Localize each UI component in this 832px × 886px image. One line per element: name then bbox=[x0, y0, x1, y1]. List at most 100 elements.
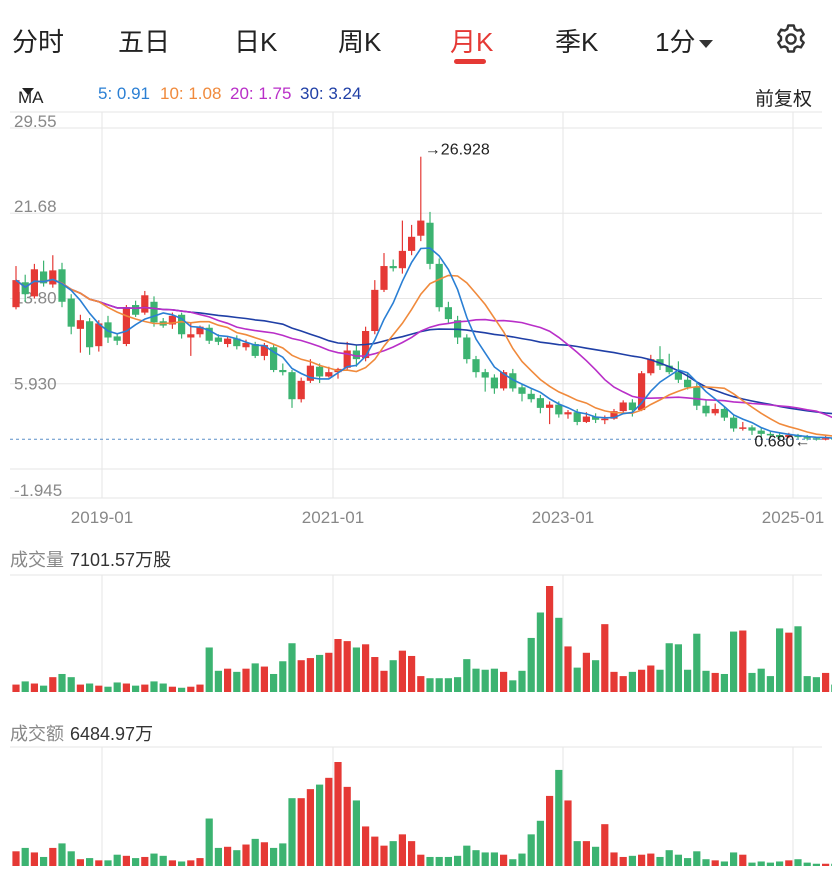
turnover-bar bbox=[49, 847, 57, 866]
ma30-value: 30: 3.24 bbox=[300, 84, 362, 103]
turnover-bar bbox=[665, 850, 673, 866]
turnover-bar bbox=[362, 826, 370, 866]
turnover-bar bbox=[472, 850, 480, 866]
volume-bar bbox=[711, 672, 719, 692]
volume-bar bbox=[260, 666, 268, 692]
volume-bar bbox=[748, 672, 756, 692]
candle-body bbox=[306, 365, 314, 381]
volume-bar bbox=[242, 668, 250, 692]
candle-body bbox=[316, 366, 324, 377]
candle-body bbox=[822, 438, 830, 440]
candle-body bbox=[113, 336, 121, 341]
volume-bar bbox=[739, 630, 747, 692]
turnover-bar bbox=[656, 856, 664, 866]
turnover-bar bbox=[546, 795, 554, 866]
candle-body bbox=[122, 307, 130, 345]
volume-bar bbox=[86, 683, 94, 692]
volume-bar bbox=[757, 668, 765, 692]
tab-minute-dropdown[interactable]: 1分 bbox=[655, 22, 714, 59]
candle-body bbox=[785, 434, 793, 438]
turnover-bar bbox=[693, 851, 701, 866]
candle-body bbox=[619, 402, 627, 412]
turnover-bar bbox=[122, 855, 130, 866]
turnover-bar bbox=[159, 855, 167, 866]
volume-bar bbox=[371, 657, 379, 692]
volume-bar bbox=[270, 673, 278, 692]
volume-bar bbox=[573, 667, 581, 692]
volume-bar bbox=[187, 686, 195, 692]
volume-bar bbox=[205, 647, 213, 692]
ma20-line bbox=[15, 278, 832, 419]
ma10-value: 10: 1.08 bbox=[160, 84, 222, 103]
turnover-bar bbox=[40, 856, 48, 866]
gear-icon[interactable] bbox=[774, 22, 808, 56]
turnover-bar bbox=[58, 843, 66, 866]
turnover-bar bbox=[812, 863, 820, 866]
volume-bar bbox=[380, 670, 388, 692]
turnover-bar bbox=[371, 836, 379, 866]
candle-body bbox=[288, 372, 296, 400]
turnover-bar bbox=[757, 861, 765, 866]
volume-bar bbox=[555, 617, 563, 692]
volume-bar bbox=[794, 626, 802, 692]
volume-bar bbox=[224, 668, 232, 692]
candle-body bbox=[472, 359, 480, 373]
tab-daily-k[interactable]: 日K bbox=[234, 27, 278, 57]
candle-body bbox=[398, 250, 406, 269]
volume-bar bbox=[251, 663, 259, 692]
candle-body bbox=[582, 416, 590, 422]
tab-intraday[interactable]: 分时 bbox=[12, 27, 65, 57]
candle-body bbox=[748, 427, 756, 431]
turnover-bar bbox=[260, 842, 268, 866]
tab-monthly-k[interactable]: 月K bbox=[450, 27, 494, 57]
turnover-bar bbox=[12, 851, 20, 866]
candle-body bbox=[518, 387, 526, 394]
turnover-bar bbox=[150, 853, 158, 866]
y-tick-label: -1.945 bbox=[14, 481, 62, 500]
candle-body bbox=[205, 327, 213, 341]
turnover-bar bbox=[822, 863, 830, 866]
turnover-bar bbox=[141, 856, 149, 866]
candle-body bbox=[684, 379, 692, 388]
tab-quarterly-k[interactable]: 季K bbox=[555, 27, 599, 57]
tab-weekly-k[interactable]: 周K bbox=[338, 27, 382, 57]
x-tick-label: 2025-01 bbox=[762, 508, 824, 527]
volume-bar bbox=[638, 669, 646, 692]
candle-body bbox=[674, 372, 682, 380]
volume-bar bbox=[822, 672, 830, 692]
candle-body bbox=[490, 377, 498, 389]
candle-body bbox=[610, 411, 618, 419]
tab-five-day[interactable]: 五日 bbox=[118, 27, 171, 57]
turnover-bar bbox=[279, 843, 287, 866]
volume-bar bbox=[196, 684, 204, 692]
volume-bar bbox=[610, 671, 618, 692]
volume-bar bbox=[720, 673, 728, 692]
candle-body bbox=[270, 347, 278, 370]
forward-adjust-button[interactable]: 前复权 bbox=[754, 89, 812, 110]
ma5-value: 5: 0.91 bbox=[98, 84, 150, 103]
candle-body bbox=[536, 398, 544, 408]
turnover-bar bbox=[242, 844, 250, 866]
tab-minute-label: 1分 bbox=[655, 27, 696, 57]
volume-bar bbox=[417, 676, 425, 692]
candle-body bbox=[12, 280, 20, 308]
volume-bar bbox=[674, 644, 682, 692]
turnover-bar bbox=[95, 860, 103, 866]
volume-bar bbox=[214, 670, 222, 692]
volume-bar bbox=[288, 643, 296, 692]
volume-bar bbox=[619, 676, 627, 692]
candle-body bbox=[481, 372, 489, 378]
volume-bar bbox=[803, 676, 811, 692]
volume-bar bbox=[49, 677, 57, 692]
volume-bar bbox=[132, 685, 140, 692]
turnover-bar bbox=[518, 853, 526, 866]
candle-body bbox=[352, 350, 360, 360]
volume-bar bbox=[454, 677, 462, 692]
turnover-bar bbox=[417, 854, 425, 866]
turnover-bar bbox=[86, 858, 94, 866]
volume-label: 成交量 7101.57万股 bbox=[10, 546, 171, 572]
candle-body bbox=[555, 404, 563, 415]
candle-body bbox=[49, 270, 57, 285]
candle-body bbox=[380, 266, 388, 290]
